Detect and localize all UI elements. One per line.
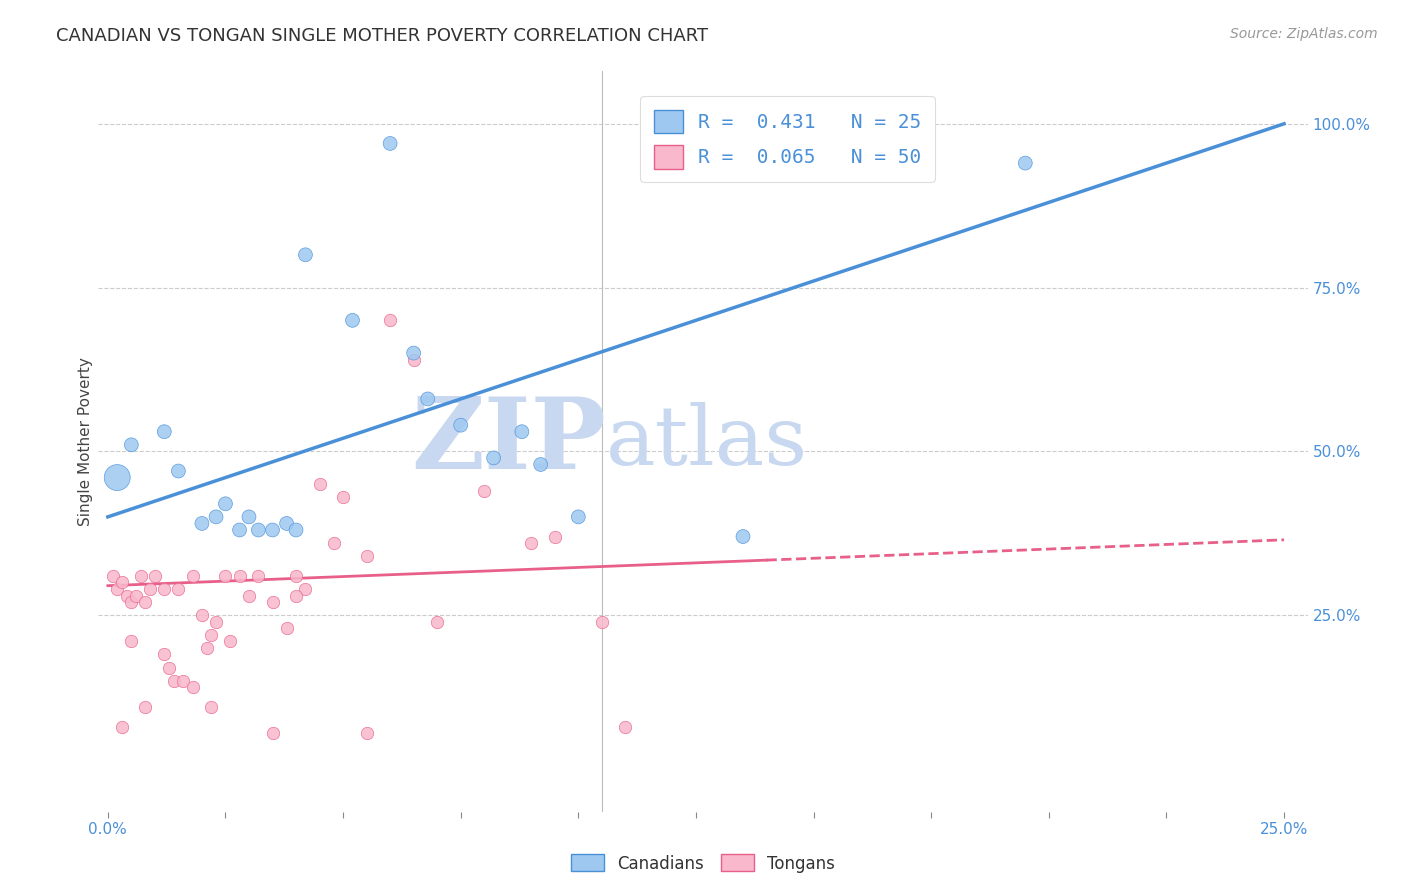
- Point: [134, 595, 156, 609]
- Point: [238, 509, 260, 524]
- Point: [120, 595, 142, 609]
- Point: [402, 352, 425, 367]
- Point: [167, 464, 190, 478]
- Point: [378, 313, 401, 327]
- Point: [285, 589, 308, 603]
- Point: [356, 726, 378, 740]
- Point: [238, 589, 260, 603]
- Point: [285, 569, 308, 583]
- Point: [426, 615, 449, 629]
- Point: [205, 615, 228, 629]
- Point: [181, 569, 204, 583]
- Point: [1014, 156, 1036, 170]
- Point: [153, 582, 176, 596]
- Text: ZIP: ZIP: [412, 393, 606, 490]
- Point: [172, 673, 194, 688]
- Point: [214, 569, 236, 583]
- Point: [228, 523, 250, 537]
- Point: [163, 673, 186, 688]
- Text: CANADIAN VS TONGAN SINGLE MOTHER POVERTY CORRELATION CHART: CANADIAN VS TONGAN SINGLE MOTHER POVERTY…: [56, 27, 709, 45]
- Point: [276, 516, 298, 531]
- Point: [200, 628, 222, 642]
- Point: [731, 530, 754, 544]
- Point: [195, 640, 218, 655]
- Point: [520, 536, 543, 550]
- Point: [247, 569, 270, 583]
- Point: [332, 490, 354, 504]
- Point: [105, 582, 128, 596]
- Point: [276, 621, 298, 635]
- Legend: R =  0.431   N = 25, R =  0.065   N = 50: R = 0.431 N = 25, R = 0.065 N = 50: [640, 95, 935, 182]
- Point: [134, 699, 156, 714]
- Point: [101, 569, 124, 583]
- Point: [153, 648, 176, 662]
- Point: [614, 720, 637, 734]
- Point: [530, 458, 553, 472]
- Point: [214, 497, 236, 511]
- Point: [482, 450, 505, 465]
- Point: [294, 248, 316, 262]
- Point: [472, 483, 495, 498]
- Point: [342, 313, 364, 327]
- Point: [416, 392, 439, 406]
- Point: [402, 346, 425, 360]
- Text: Source: ZipAtlas.com: Source: ZipAtlas.com: [1230, 27, 1378, 41]
- Point: [378, 136, 401, 151]
- Point: [450, 418, 472, 433]
- Point: [111, 720, 134, 734]
- Point: [200, 699, 222, 714]
- Point: [205, 509, 228, 524]
- Point: [120, 438, 142, 452]
- Point: [139, 582, 162, 596]
- Y-axis label: Single Mother Poverty: Single Mother Poverty: [77, 357, 93, 526]
- Point: [262, 726, 284, 740]
- Point: [262, 523, 284, 537]
- Point: [294, 582, 316, 596]
- Point: [143, 569, 166, 583]
- Point: [510, 425, 533, 439]
- Point: [105, 470, 128, 484]
- Point: [125, 589, 148, 603]
- Point: [120, 634, 142, 648]
- Point: [191, 608, 214, 623]
- Point: [322, 536, 344, 550]
- Point: [115, 589, 138, 603]
- Point: [356, 549, 378, 564]
- Point: [157, 660, 180, 674]
- Point: [111, 575, 134, 590]
- Point: [567, 509, 589, 524]
- Point: [219, 634, 242, 648]
- Point: [181, 680, 204, 694]
- Point: [153, 425, 176, 439]
- Point: [262, 595, 284, 609]
- Point: [247, 523, 270, 537]
- Point: [308, 477, 330, 491]
- Point: [191, 516, 214, 531]
- Point: [129, 569, 152, 583]
- Point: [228, 569, 250, 583]
- Point: [285, 523, 308, 537]
- Point: [591, 615, 613, 629]
- Point: [544, 530, 567, 544]
- Legend: Canadians, Tongans: Canadians, Tongans: [564, 847, 842, 880]
- Point: [167, 582, 190, 596]
- Text: atlas: atlas: [606, 401, 808, 482]
